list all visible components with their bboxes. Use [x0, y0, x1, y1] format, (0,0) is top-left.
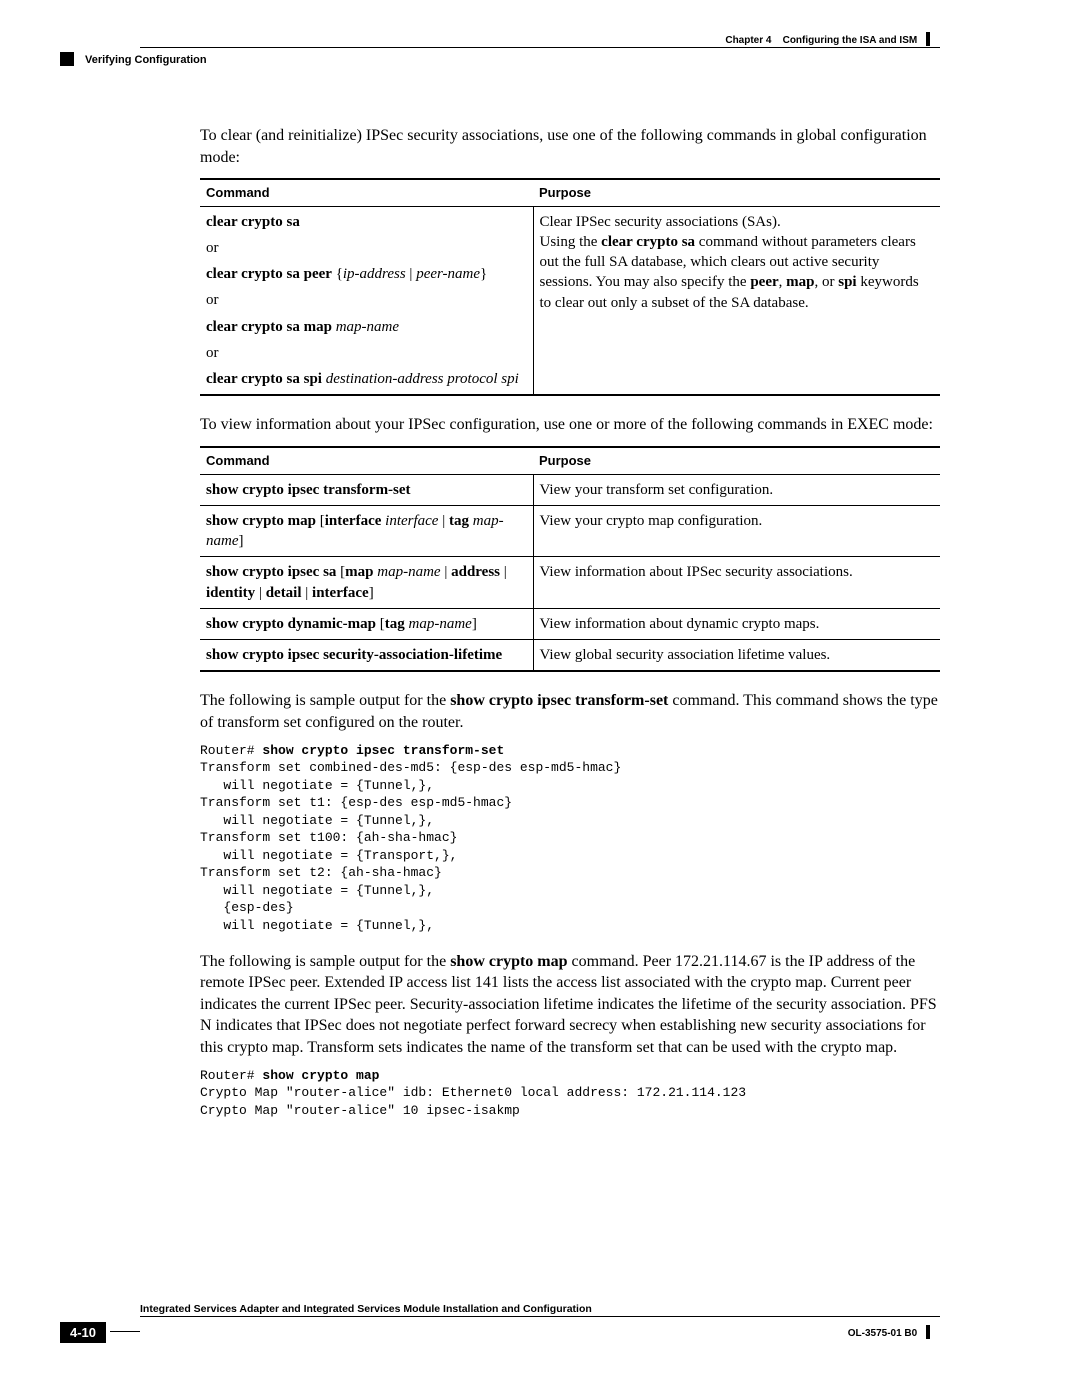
r2m: [	[336, 564, 345, 580]
td-command: clear crypto sa or clear crypto sa peer …	[200, 206, 533, 395]
c2body: Crypto Map "router-alice" idb: Ethernet0…	[200, 1085, 746, 1118]
intro1: To clear (and reinitialize) IPSec securi…	[200, 125, 940, 168]
p2f: map	[786, 274, 814, 290]
row2-cmd: show crypto ipsec sa [map map-name | add…	[200, 557, 533, 609]
p2b: clear crypto sa	[601, 234, 695, 250]
code-block-1: Router# show crypto ipsec transform-set …	[200, 742, 940, 935]
cmd2b: {	[336, 266, 343, 282]
p2h: spi	[838, 274, 856, 290]
r2b4: identity	[206, 585, 255, 601]
header-bar	[926, 32, 930, 46]
page: Chapter 4 Configuring the ISA and ISM Ve…	[0, 0, 1080, 1397]
row2-purpose: View information about IPSec security as…	[533, 557, 940, 609]
r2m5: |	[302, 585, 313, 601]
table-show-crypto: Command Purpose show crypto ipsec transf…	[200, 446, 940, 672]
row0-purpose: View your transform set configuration.	[533, 474, 940, 505]
chapter-label: Chapter 4	[725, 35, 771, 46]
intro2: To view information about your IPSec con…	[200, 414, 940, 436]
cmd2d: |	[406, 266, 417, 282]
r3m: [	[376, 616, 385, 632]
header-right: Chapter 4 Configuring the ISA and ISM	[725, 32, 930, 46]
cmd2e: peer-name	[416, 266, 480, 282]
c1body: Transform set combined-des-md5: {esp-des…	[200, 760, 621, 933]
td-purpose: Clear IPSec security associations (SAs).…	[533, 206, 940, 395]
c2cmd: show crypto map	[262, 1068, 379, 1083]
row0-cmd: show crypto ipsec transform-set	[200, 474, 533, 505]
r1m2: |	[438, 513, 449, 529]
header-marker	[60, 52, 74, 66]
body: To clear (and reinitialize) IPSec securi…	[200, 125, 940, 1135]
or2: or	[206, 290, 527, 310]
c2prompt: Router#	[200, 1068, 262, 1083]
p2d: peer	[750, 274, 778, 290]
row3-cmd: show crypto dynamic-map [tag map-name]	[200, 608, 533, 639]
r2b5: detail	[266, 585, 302, 601]
chapter-title: Configuring the ISA and ISM	[783, 35, 918, 46]
r1b2: interface	[325, 513, 382, 529]
cmd3a: clear crypto sa map	[206, 319, 332, 335]
p3b: show crypto ipsec transform-set	[450, 692, 668, 709]
page-number: 4-10	[60, 1322, 106, 1343]
footer-title: Integrated Services Adapter and Integrat…	[140, 1303, 592, 1315]
cmd2c: ip-address	[343, 266, 406, 282]
r1m: [	[316, 513, 325, 529]
r1i1: interface	[381, 513, 438, 529]
or3: or	[206, 343, 527, 363]
doc-id: OL-3575-01 B0	[848, 1325, 930, 1339]
r2m4: |	[255, 585, 266, 601]
or1: or	[206, 238, 527, 258]
p2a: Using the	[540, 234, 602, 250]
c1cmd: show crypto ipsec transform-set	[262, 743, 504, 758]
row4-cmd: show crypto ipsec security-association-l…	[200, 640, 533, 672]
cmd1: clear crypto sa	[206, 214, 300, 230]
doc-id-text: OL-3575-01 B0	[848, 1328, 917, 1339]
header-rule	[140, 47, 940, 48]
table-clear-crypto: Command Purpose clear crypto sa or clear…	[200, 178, 940, 396]
th-command: Command	[200, 179, 533, 206]
para3: The following is sample output for the s…	[200, 690, 940, 733]
r2m2: |	[441, 564, 452, 580]
th-purpose: Purpose	[533, 179, 940, 206]
p4a: The following is sample output for the	[200, 953, 450, 970]
row1-purpose: View your crypto map configuration.	[533, 505, 940, 557]
th-command2: Command	[200, 447, 533, 474]
c1prompt: Router#	[200, 743, 262, 758]
r3i1: map-name	[405, 616, 472, 632]
r1b: show crypto map	[206, 513, 316, 529]
cmd4b: destination-address protocol spi	[326, 371, 519, 387]
footer-rule	[140, 1316, 940, 1317]
cmd3b: map-name	[336, 319, 399, 335]
r1m3: ]	[239, 533, 244, 549]
r1b3: tag	[449, 513, 469, 529]
cmd4a: clear crypto sa spi	[206, 371, 322, 387]
r2m6: ]	[369, 585, 374, 601]
doc-id-bar	[926, 1325, 930, 1339]
r3b: show crypto dynamic-map	[206, 616, 376, 632]
section-title: Verifying Configuration	[85, 54, 207, 66]
th-purpose2: Purpose	[533, 447, 940, 474]
r3m2: ]	[472, 616, 477, 632]
r4b: show crypto ipsec security-association-l…	[206, 647, 502, 663]
p3a: The following is sample output for the	[200, 692, 450, 709]
cmd2f: }	[480, 266, 487, 282]
r2b3: address	[451, 564, 500, 580]
r2i1: map-name	[374, 564, 441, 580]
r3b2: tag	[385, 616, 405, 632]
r2b2: map	[345, 564, 373, 580]
r2b: show crypto ipsec sa	[206, 564, 336, 580]
row3-purpose: View information about dynamic crypto ma…	[533, 608, 940, 639]
cmd2a: clear crypto sa peer	[206, 266, 332, 282]
row4-purpose: View global security association lifetim…	[533, 640, 940, 672]
r2m3: |	[500, 564, 507, 580]
p2g: , or	[815, 274, 839, 290]
purpose1: Clear IPSec security associations (SAs).	[540, 212, 935, 232]
code-block-2: Router# show crypto map Crypto Map "rout…	[200, 1067, 940, 1120]
page-number-line	[110, 1331, 140, 1332]
para4: The following is sample output for the s…	[200, 951, 940, 1059]
r0b: show crypto ipsec transform-set	[206, 482, 411, 498]
p4b: show crypto map	[450, 953, 567, 970]
row1-cmd: show crypto map [interface interface | t…	[200, 505, 533, 557]
r2b6: interface	[312, 585, 369, 601]
